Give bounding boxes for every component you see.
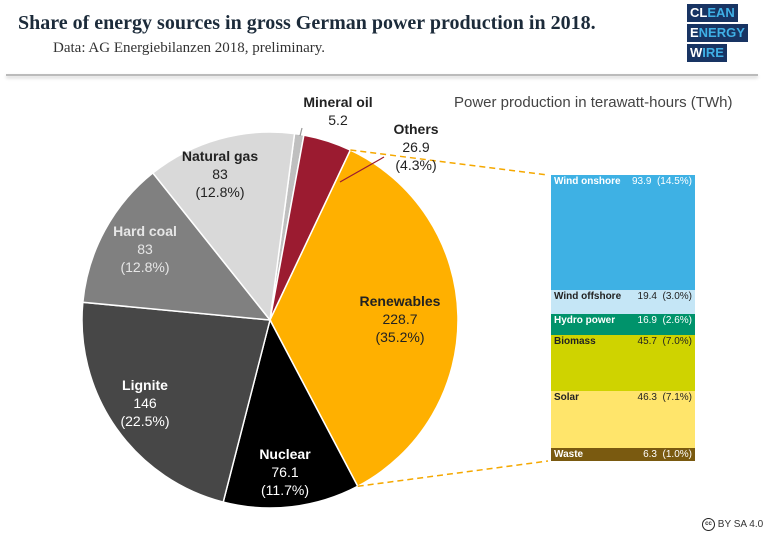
bar-segment-wind-onshore: Wind onshore 93.9 (14.5%) bbox=[551, 175, 695, 291]
chart-subtitle: Data: AG Energiebilanzen 2018, prelimina… bbox=[53, 40, 325, 56]
segment-label: Wind onshore bbox=[554, 176, 621, 187]
label-natural-gas: Natural gas 83 (12.8%) bbox=[181, 148, 259, 200]
segment-value: 93.9 (14.5%) bbox=[631, 176, 692, 187]
leader-line bbox=[339, 156, 385, 183]
bar-segment-wind-offshore: Wind offshore 19.4 (3.0%) bbox=[551, 290, 695, 315]
label-others: Others 26.9 (4.3%) bbox=[393, 121, 439, 173]
pie-slice-hard-coal bbox=[82, 171, 272, 321]
label-renewables: Renewables 228.7 (35.2%) bbox=[359, 293, 441, 345]
bar-segment-biomass: Biomass 45.7 (7.0%) bbox=[551, 334, 695, 392]
label-hard-coal: Hard coal 83 (12.8%) bbox=[113, 223, 177, 275]
license-badge: cc BY SA 4.0 bbox=[702, 518, 763, 531]
segment-value: 19.4 (3.0%) bbox=[637, 291, 692, 303]
creative-commons-icon: cc bbox=[702, 518, 715, 531]
segment-label: Wind offshore bbox=[554, 291, 622, 303]
pie-slice-natural-gas bbox=[151, 131, 296, 322]
segment-value: 46.3 (7.1%) bbox=[637, 392, 692, 404]
bar-segment-hydro-power: Hydro power 16.9 (2.6%) bbox=[551, 314, 695, 335]
clean-energy-wire-logo: CLEAN ENERGY WIRE bbox=[687, 4, 748, 64]
bar-segment-solar: Solar 46.3 (7.1%) bbox=[551, 391, 695, 448]
segment-value: 16.9 (2.6%) bbox=[637, 315, 692, 327]
connector-dashed-line bbox=[357, 460, 549, 488]
chart-title: Share of energy sources in gross German … bbox=[18, 12, 596, 34]
pie-slice-renewables bbox=[269, 149, 459, 488]
segment-value: 45.7 (7.0%) bbox=[637, 335, 692, 347]
pie-slice-nuclear bbox=[222, 317, 359, 509]
segment-label: Biomass bbox=[554, 335, 596, 347]
bar-segment-waste: Waste 6.3 (1.0%) bbox=[551, 448, 695, 461]
label-lignite: Lignite 146 (22.5%) bbox=[120, 377, 170, 429]
segment-label: Solar bbox=[554, 392, 580, 404]
leader-line bbox=[299, 127, 303, 137]
segment-label: Hydro power bbox=[554, 315, 616, 327]
bar-title: Power production in terawatt-hours (TWh) bbox=[454, 94, 733, 111]
segment-value: 6.3 (1.0%) bbox=[643, 449, 692, 460]
pie-slice-lignite bbox=[81, 301, 271, 504]
connector-dashed-line bbox=[350, 149, 549, 176]
label-nuclear: Nuclear 76.1 (11.7%) bbox=[259, 446, 311, 498]
header-divider bbox=[6, 74, 758, 76]
label-mineral-oil: Mineral oil 5.2 bbox=[303, 94, 373, 128]
segment-label: Waste bbox=[554, 449, 584, 460]
